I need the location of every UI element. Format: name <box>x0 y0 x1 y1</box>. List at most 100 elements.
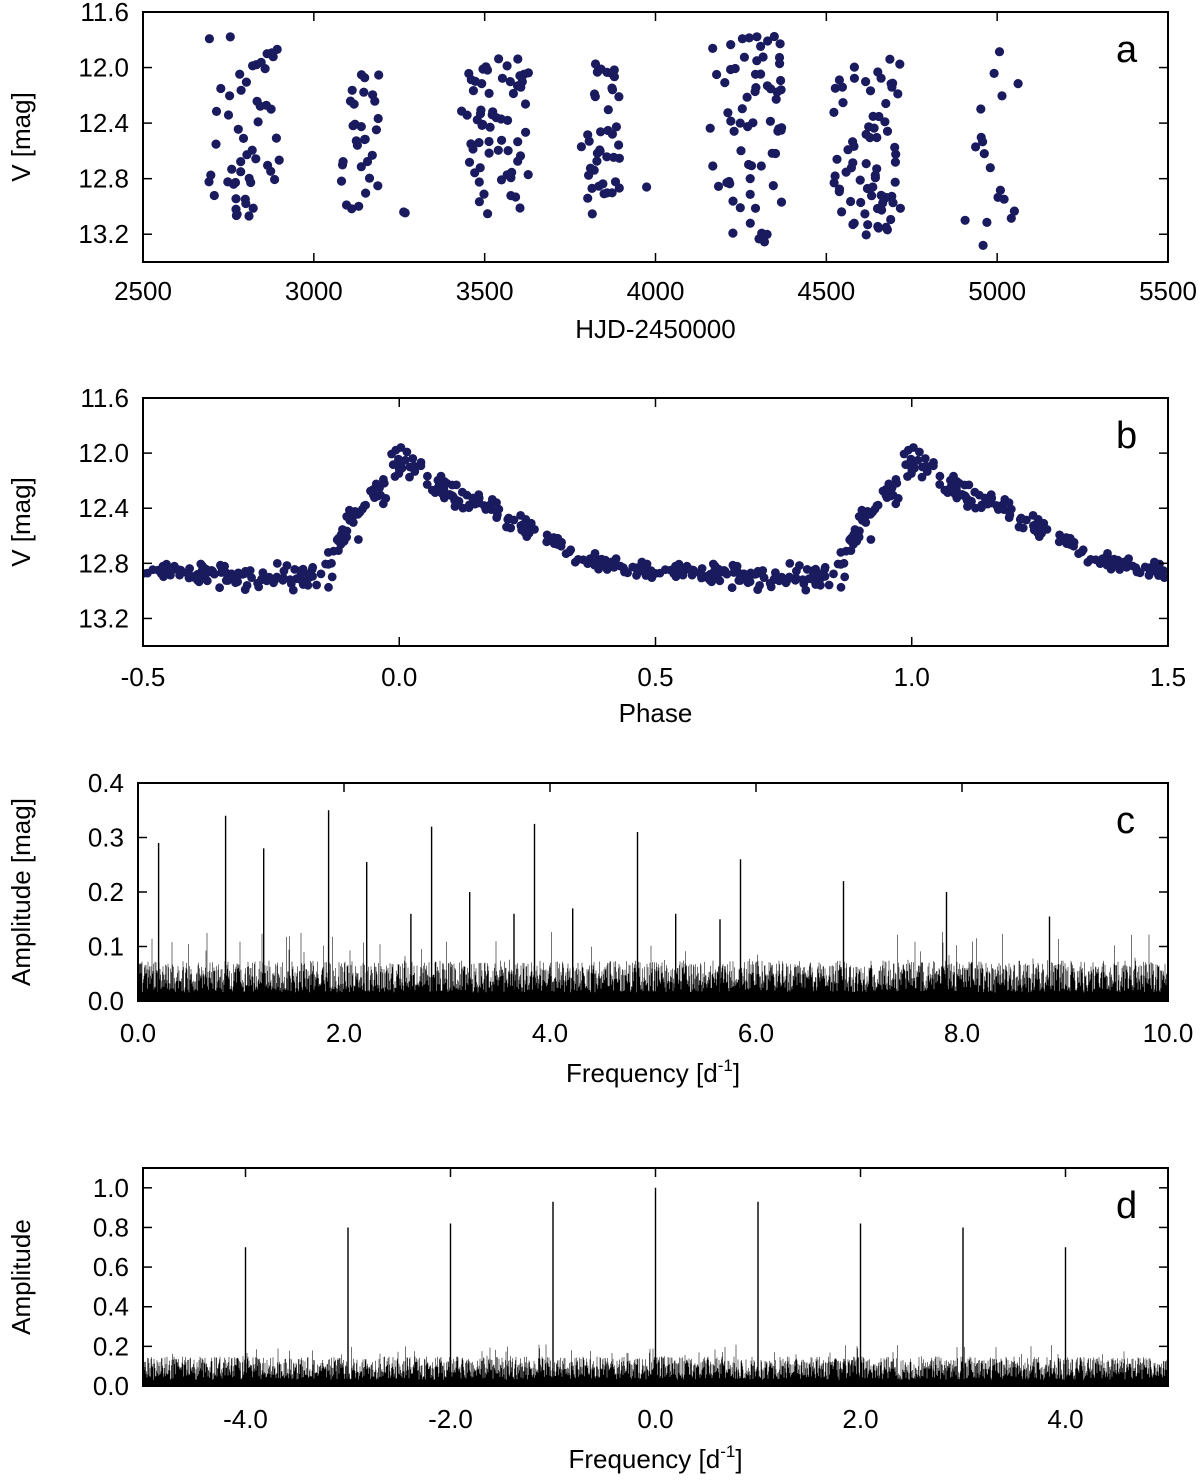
x-tick-label: 5000 <box>968 276 1026 306</box>
data-point <box>888 490 898 500</box>
data-point <box>364 173 375 183</box>
data-point <box>483 209 493 219</box>
data-point <box>782 575 792 585</box>
data-point <box>270 174 280 185</box>
data-point <box>767 148 777 158</box>
data-point <box>590 560 599 570</box>
data-point <box>713 181 724 191</box>
data-point <box>1150 557 1159 567</box>
x-tick-label: 3500 <box>456 276 514 306</box>
data-point <box>260 64 270 74</box>
panel-a: 2500 3000 3500 4000 4500 5000 5500 11.6 12.0 12.4… <box>6 0 1197 344</box>
data-point <box>735 118 745 128</box>
data-point <box>466 75 476 85</box>
data-point <box>994 47 1005 57</box>
data-point <box>808 566 818 576</box>
data-point <box>758 566 768 575</box>
data-point <box>863 220 873 230</box>
data-point <box>848 158 858 168</box>
data-point <box>1074 549 1083 559</box>
data-point <box>881 98 891 109</box>
data-point <box>376 490 385 500</box>
data-point <box>479 189 489 199</box>
data-point <box>978 240 988 250</box>
data-point <box>880 117 890 127</box>
y-tick-label: 0.8 <box>93 1212 129 1242</box>
x-axis-label: Frequency [d-1] <box>566 1056 740 1088</box>
data-point <box>198 561 208 571</box>
x-axis-label-suffix: ] <box>733 1058 740 1088</box>
x-axis-label: Frequency [d-1] <box>568 1442 742 1474</box>
data-point <box>576 142 587 152</box>
data-point <box>267 48 277 58</box>
data-point <box>846 196 856 207</box>
data-point <box>263 160 273 170</box>
data-point <box>359 87 369 97</box>
data-point <box>884 479 894 489</box>
y-tick-label: 0.2 <box>88 877 124 907</box>
data-point <box>724 176 734 187</box>
data-point <box>1159 573 1168 582</box>
data-point <box>949 471 958 481</box>
data-point <box>1042 525 1052 534</box>
data-point <box>756 41 766 52</box>
data-point <box>451 498 461 507</box>
data-point <box>1091 555 1101 565</box>
data-point <box>457 487 467 497</box>
y-tick-label: 0.3 <box>88 823 124 853</box>
data-point <box>334 536 343 546</box>
x-tick-label: 4.0 <box>532 1018 568 1048</box>
data-point <box>587 209 597 219</box>
data-point <box>520 99 531 109</box>
data-point <box>1054 537 1064 547</box>
data-point <box>614 140 624 150</box>
data-point <box>475 163 485 173</box>
data-point <box>915 447 924 457</box>
data-point <box>1004 513 1014 522</box>
data-point <box>492 513 502 522</box>
data-point <box>737 34 748 44</box>
x-tick-label: 3000 <box>285 276 343 306</box>
data-point <box>745 189 755 199</box>
data-point <box>726 40 736 50</box>
data-point <box>736 146 746 156</box>
data-point <box>1006 213 1016 223</box>
data-point <box>741 570 751 580</box>
data-point <box>728 228 738 238</box>
data-point <box>590 59 601 69</box>
data-point <box>756 161 766 171</box>
data-point <box>251 154 261 164</box>
data-point <box>611 122 622 132</box>
data-point <box>405 472 414 482</box>
data-point <box>323 548 333 557</box>
data-point <box>245 566 255 575</box>
x-tick-label: 8.0 <box>944 1018 980 1048</box>
data-point <box>323 560 333 569</box>
data-point <box>484 88 494 98</box>
data-point <box>728 196 738 206</box>
data-point <box>861 77 871 87</box>
data-point <box>167 565 177 575</box>
data-point <box>985 163 995 173</box>
data-point <box>837 82 848 92</box>
data-point <box>843 145 853 155</box>
data-point <box>368 90 378 100</box>
data-point <box>354 535 363 544</box>
plot-area-b <box>143 443 1168 595</box>
data-point <box>247 145 257 155</box>
data-point <box>592 156 602 166</box>
y-tick-label: 11.6 <box>80 0 129 27</box>
data-point <box>688 565 698 575</box>
data-point <box>720 78 730 88</box>
x-tick-label: 5500 <box>1139 276 1197 306</box>
data-point <box>744 33 754 43</box>
x-axis-label-main: HJD-2450000 <box>575 314 735 344</box>
data-point <box>752 56 762 66</box>
data-point <box>266 104 276 114</box>
data-point <box>775 59 785 69</box>
data-point <box>866 535 876 544</box>
data-point <box>876 73 886 83</box>
data-point <box>223 110 234 120</box>
data-point <box>832 154 842 164</box>
data-point <box>890 177 900 187</box>
